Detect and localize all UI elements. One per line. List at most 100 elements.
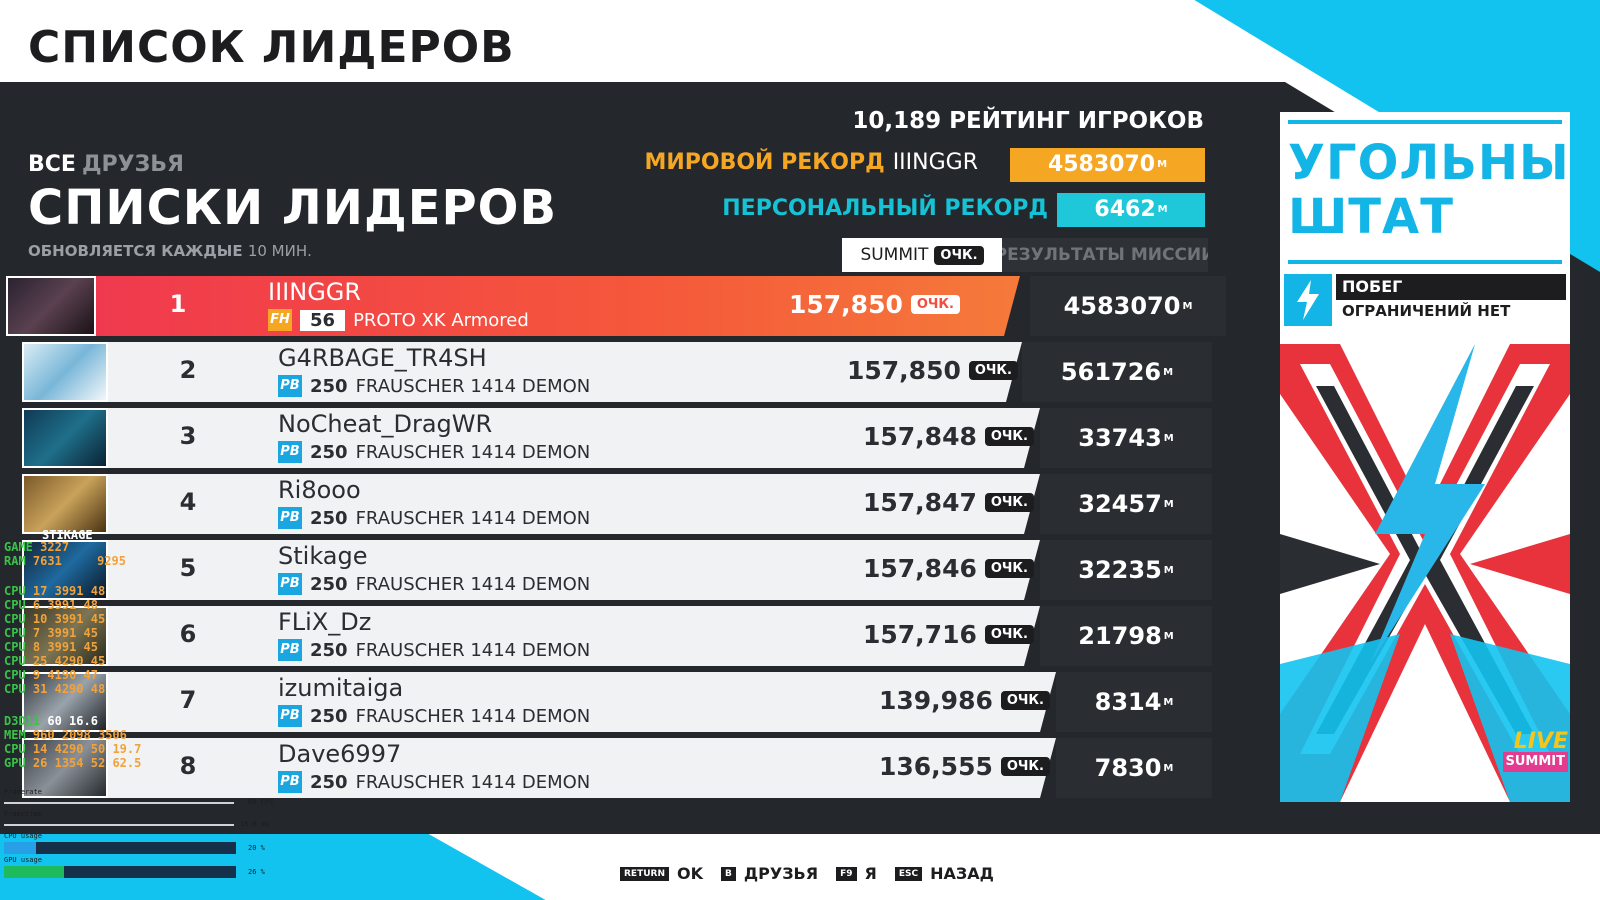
player-distance: 32457 М [1040, 474, 1212, 534]
player-avatar [22, 540, 108, 600]
player-distance: 8314 М [1056, 672, 1212, 732]
personal-record-label: ПЕРСОНАЛЬНЫЙ РЕКОРД [722, 196, 1048, 221]
overlay-cpu-row: CPU 31 4290 48 [4, 682, 106, 696]
car-name: FRAUSCHER 1414 DEMON [355, 507, 591, 529]
player-level: 250 [310, 639, 348, 661]
lightning-bolt-icon [1284, 274, 1332, 326]
event-artwork [1280, 334, 1570, 802]
player-distance: 561726 М [1022, 342, 1212, 402]
row-background [108, 342, 1022, 402]
points-badge: ОЧК. [934, 245, 984, 265]
overlay-cpu-summary-row: CPU 14 4290 50 19.7 [4, 742, 142, 756]
overlay-ram-row: RAM 7631 9295 [4, 554, 126, 568]
points-badge: ОЧК. [968, 361, 1018, 380]
points-badge: ОЧК. [984, 493, 1034, 512]
points-badge: ОЧК. [984, 625, 1034, 644]
hint-me[interactable]: F9 Я [836, 864, 877, 883]
player-car: PB 250 FRAUSCHER 1414 DEMON [278, 771, 590, 793]
hint-friends[interactable]: B ДРУЗЬЯ [721, 864, 818, 883]
frametime-graph [4, 824, 234, 826]
leaderboard-row[interactable]: 6 FLiX_Dz PB 250 FRAUSCHER 1414 DEMON 15… [0, 606, 1232, 666]
player-level: 250 [310, 375, 348, 397]
player-score: 157,850 ОЧК. [789, 290, 960, 319]
player-level: 250 [310, 705, 348, 727]
player-name: FLiX_Dz [278, 608, 372, 636]
frametime-label: Frametime [4, 810, 42, 818]
rank-number: 8 [179, 752, 197, 780]
rank-number: 4 [179, 488, 197, 516]
player-score: 157,846 ОЧК. [863, 554, 1034, 583]
frametime-value: 16.6 ms [240, 820, 270, 828]
overlay-cpu-row: CPU 9 4190 47 [4, 668, 98, 682]
player-distance: 4583070 М [1030, 276, 1226, 336]
player-name: Ri8ooo [278, 476, 361, 504]
row-background [108, 738, 1056, 798]
card-divider [1288, 260, 1562, 264]
row-background [108, 474, 1040, 534]
player-car: PB 250 FRAUSCHER 1414 DEMON [278, 441, 590, 463]
hint-label: OK [677, 864, 703, 883]
filter-row: ВСЕ ДРУЗЬЯ [28, 152, 184, 177]
gpu-usage-label: GPU usage [4, 856, 42, 864]
hint-label: Я [864, 864, 877, 883]
overlay-cpu-row: CPU 6 3991 48 [4, 598, 98, 612]
overlay-cpu-row: CPU 8 3991 45 [4, 640, 98, 654]
player-level: 250 [310, 507, 348, 529]
filter-all[interactable]: ВСЕ [28, 152, 76, 177]
hint-ok[interactable]: RETURN OK [620, 864, 703, 883]
hint-label: ДРУЗЬЯ [743, 864, 819, 883]
player-name: izumitaiga [278, 674, 404, 702]
pb-icon: PB [278, 507, 302, 529]
player-avatar [6, 276, 96, 336]
player-level: 56 [300, 309, 346, 331]
player-distance: 33743 М [1040, 408, 1212, 468]
pb-icon: PB [278, 441, 302, 463]
player-distance: 21798 М [1040, 606, 1212, 666]
card-divider [1288, 120, 1562, 124]
leaderboard-row[interactable]: 4 Ri8ooo PB 250 FRAUSCHER 1414 DEMON 157… [0, 474, 1232, 534]
leaderboard-row[interactable]: 8 Dave6997 PB 250 FRAUSCHER 1414 DEMON 1… [0, 738, 1232, 798]
player-avatar [22, 408, 108, 468]
world-record-label: МИРОВОЙ РЕКОРД [644, 150, 885, 175]
update-interval-label: ОБНОВЛЯЕТСЯ КАЖДЫЕ [28, 242, 243, 260]
player-avatar [22, 474, 108, 534]
hint-back[interactable]: ESC НАЗАД [894, 864, 994, 883]
player-level: 250 [310, 771, 348, 793]
tab-summit[interactable]: SUMMIT ОЧК. [842, 238, 1002, 272]
player-score: 136,555 ОЧК. [879, 752, 1050, 781]
rank-number: 7 [179, 686, 197, 714]
framerate-graph [4, 802, 234, 804]
player-score: 157,847 ОЧК. [863, 488, 1034, 517]
framerate-value: 60 FPS [248, 798, 274, 806]
world-record-value: 4583070 М [1010, 148, 1205, 182]
cpu-usage-fill [4, 842, 37, 854]
overlay-cpu-row: CPU 7 3991 45 [4, 626, 98, 640]
leaderboard-row[interactable]: 1 IIINGGR FH 56 PROTO XK Armored 157,850… [0, 276, 1232, 336]
pb-icon: PB [278, 705, 302, 727]
player-score: 157,850 ОЧК. [847, 356, 1018, 385]
player-avatar [22, 738, 108, 798]
points-badge: ОЧК. [1000, 757, 1050, 776]
player-distance: 32235 М [1040, 540, 1212, 600]
hint-label: НАЗАД [930, 864, 994, 883]
event-title: УГОЛЬНЫЙ ШТАТ [1288, 135, 1570, 245]
player-name: IIINGGR [268, 278, 362, 306]
leaderboard-row[interactable]: 5 Stikage PB 250 FRAUSCHER 1414 DEMON 15… [0, 540, 1232, 600]
filter-friends[interactable]: ДРУЗЬЯ [81, 152, 184, 177]
rank-number: 2 [179, 356, 197, 384]
player-name: Stikage [278, 542, 368, 570]
performance-overlay: STIKAGE GAME 3227 RAM 7631 9295 CPU 17 3… [0, 528, 280, 900]
leaderboard-row[interactable]: 2 G4RBAGE_TR4SH PB 250 FRAUSCHER 1414 DE… [0, 342, 1232, 402]
gpu-usage-fill [4, 866, 65, 878]
car-name: FRAUSCHER 1414 DEMON [355, 573, 591, 595]
key-b: B [721, 866, 736, 881]
tab-mission-results[interactable]: РЕЗУЛЬТАТЫ МИССИИ [1002, 238, 1208, 272]
row-background [108, 408, 1040, 468]
leaderboard-row[interactable]: 3 NoCheat_DragWR PB 250 FRAUSCHER 1414 D… [0, 408, 1232, 468]
overlay-mem-row: MEM 960 2098 3506 [4, 728, 127, 742]
leaderboard-row[interactable]: 7 izumitaiga PB 250 FRAUSCHER 1414 DEMON… [0, 672, 1232, 732]
player-car: FH 56 PROTO XK Armored [268, 309, 529, 331]
overlay-cpu-row: CPU 17 3991 48 [4, 584, 106, 598]
player-level: 250 [310, 573, 348, 595]
gpu-usage-value: 26 % [248, 868, 265, 876]
